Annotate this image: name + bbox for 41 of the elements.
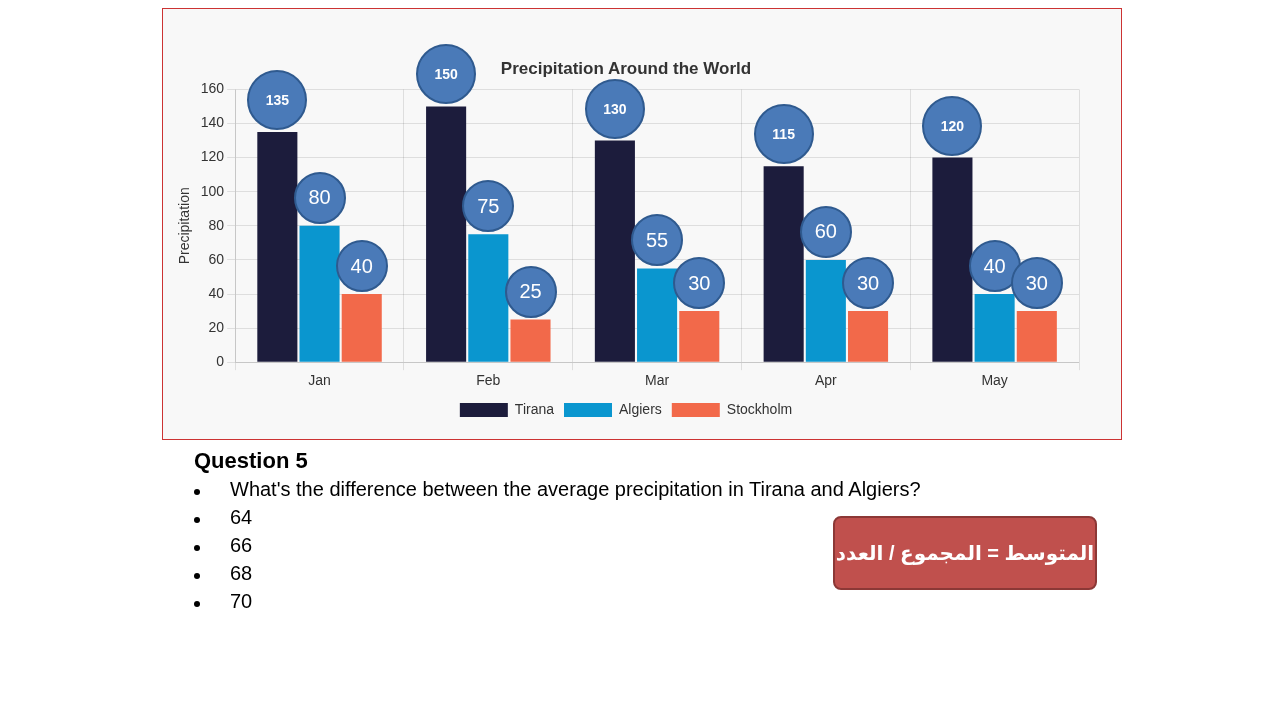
bar [510, 319, 551, 362]
bar [763, 166, 804, 362]
y-tick-label: 60 [208, 250, 225, 267]
x-tick-label: Apr [814, 372, 838, 389]
text: 68 [230, 562, 253, 586]
bar [848, 311, 889, 362]
y-tick-label: 20 [208, 318, 225, 335]
bar [637, 268, 678, 362]
bar [974, 294, 1015, 362]
y-tick-label: 140 [200, 114, 225, 131]
bar [679, 311, 720, 362]
text: 64 [230, 506, 253, 530]
y-axis-title: Precipitation [176, 187, 193, 265]
y-tick-label: 120 [200, 148, 225, 165]
text: 66 [230, 534, 253, 558]
bar [932, 157, 973, 362]
bar [1016, 311, 1057, 362]
legend-label: Algiers [619, 400, 662, 417]
x-tick-label: Mar [645, 372, 670, 389]
bar [805, 259, 846, 362]
text: المتوسط = المجموع / العدد [833, 516, 1097, 590]
bar [594, 140, 635, 362]
text: What's the difference between the average precipitation in Tirana and Algiers? [230, 478, 921, 502]
bar [468, 234, 509, 362]
x-tick-label: May [981, 372, 1008, 389]
legend-label: Stockholm [726, 400, 793, 417]
y-tick-label: 0 [216, 353, 225, 370]
bar [299, 225, 340, 362]
legend-label: Tirana [514, 400, 555, 417]
x-tick-label: Feb [476, 372, 501, 389]
y-tick-label: 100 [200, 182, 225, 199]
x-tick-label: Jan [308, 372, 331, 389]
bar [257, 132, 298, 362]
y-tick-label: 160 [200, 80, 225, 97]
chart-title: Precipitation Around the World [500, 58, 752, 78]
y-tick-label: 80 [208, 216, 225, 233]
text: Question 5 [194, 448, 309, 474]
text: 70 [230, 590, 253, 614]
bar [426, 106, 467, 362]
y-tick-label: 40 [208, 284, 225, 301]
bar [341, 294, 382, 362]
